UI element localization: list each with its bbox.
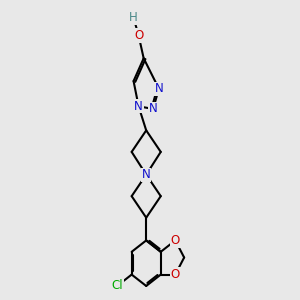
Text: O: O xyxy=(171,234,180,247)
Text: N: N xyxy=(134,100,143,113)
Text: H: H xyxy=(129,11,138,24)
Text: N: N xyxy=(142,168,151,181)
Text: N: N xyxy=(149,102,158,116)
Text: N: N xyxy=(154,82,163,95)
Text: O: O xyxy=(171,268,180,281)
Text: O: O xyxy=(134,29,143,42)
Text: Cl: Cl xyxy=(111,280,123,292)
